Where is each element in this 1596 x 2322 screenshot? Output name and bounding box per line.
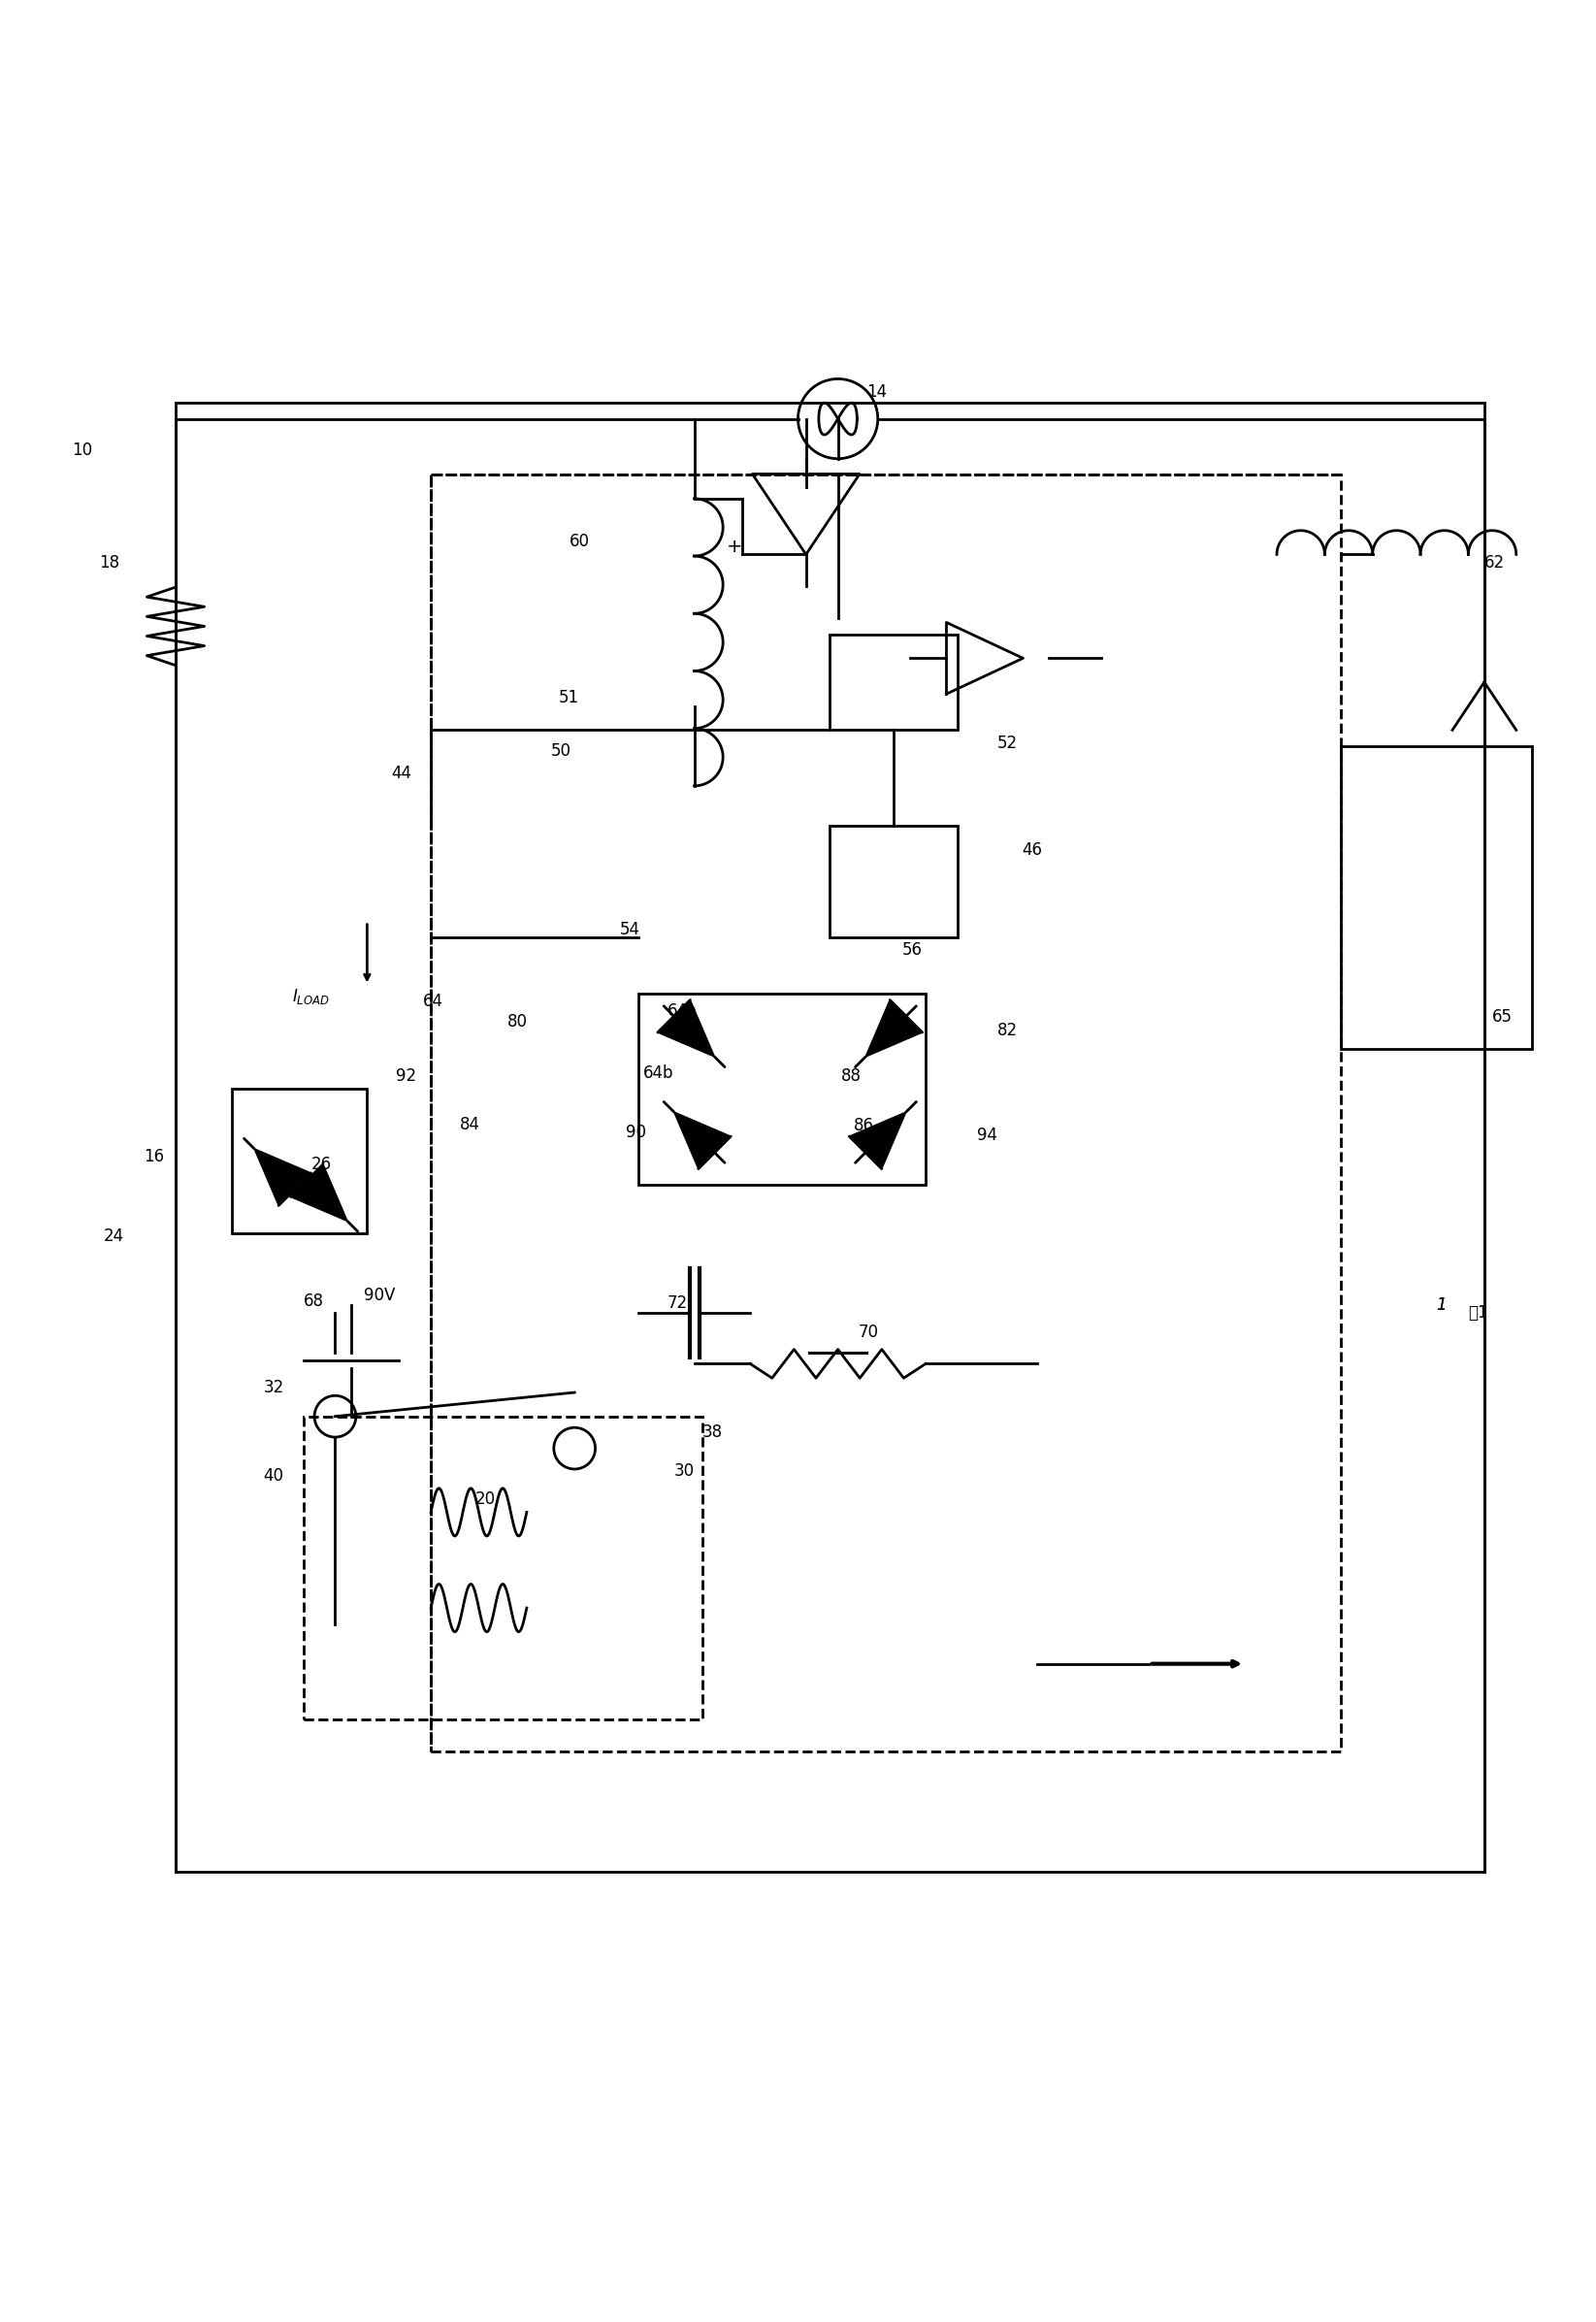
Bar [830,634,958,729]
Polygon shape [865,1001,922,1057]
Text: 40: 40 [263,1468,284,1484]
Text: 20: 20 [476,1491,496,1507]
Text: 92: 92 [396,1068,417,1084]
Text: 54: 54 [619,922,640,938]
Text: 82: 82 [998,1022,1018,1038]
Polygon shape [849,1112,907,1168]
Polygon shape [658,1001,715,1057]
Bar [303,1416,702,1721]
Bar [231,1089,367,1233]
Bar [638,994,926,1184]
Text: 图1: 图1 [1468,1305,1489,1321]
Text: 62: 62 [1484,553,1505,571]
Text: 84: 84 [460,1115,480,1133]
Text: +: + [726,536,742,555]
Text: 60: 60 [570,534,591,550]
Text: 52: 52 [998,734,1018,752]
Text: 14: 14 [867,383,887,399]
Text: 64: 64 [423,991,444,1010]
Text: 65: 65 [1492,1008,1513,1026]
Text: 50: 50 [551,743,571,759]
Text: 90: 90 [626,1124,646,1140]
Bar [830,827,958,938]
Text: 1: 1 [1436,1296,1446,1314]
Text: 1: 1 [1436,1296,1446,1314]
Text: 90V: 90V [364,1286,396,1305]
Text: 68: 68 [303,1293,324,1310]
Text: $I_{LOAD}$: $I_{LOAD}$ [292,987,330,1005]
Text: 64b: 64b [643,1063,674,1082]
Text: 44: 44 [391,764,412,783]
Text: 10: 10 [72,441,93,460]
Text: 26: 26 [311,1156,332,1173]
Bar [1341,745,1532,1050]
Text: 86: 86 [854,1117,875,1135]
Polygon shape [254,1149,311,1205]
Text: 30: 30 [674,1463,694,1479]
Text: 24: 24 [104,1228,124,1245]
Polygon shape [290,1163,348,1221]
Text: 18: 18 [99,553,120,571]
Text: 46: 46 [1021,841,1042,859]
Text: 56: 56 [902,940,922,959]
Text: 94: 94 [977,1126,998,1145]
Polygon shape [674,1112,731,1168]
Bar [431,474,1341,1751]
Text: 64a: 64a [667,1003,697,1019]
Text: 70: 70 [859,1324,879,1340]
Text: 80: 80 [508,1012,528,1031]
Text: 16: 16 [144,1147,164,1166]
Bar [176,402,1484,1872]
Text: 32: 32 [263,1379,284,1396]
Text: 72: 72 [667,1293,688,1312]
Text: 38: 38 [702,1423,723,1442]
Text: 51: 51 [559,690,579,706]
Text: 88: 88 [841,1068,862,1084]
